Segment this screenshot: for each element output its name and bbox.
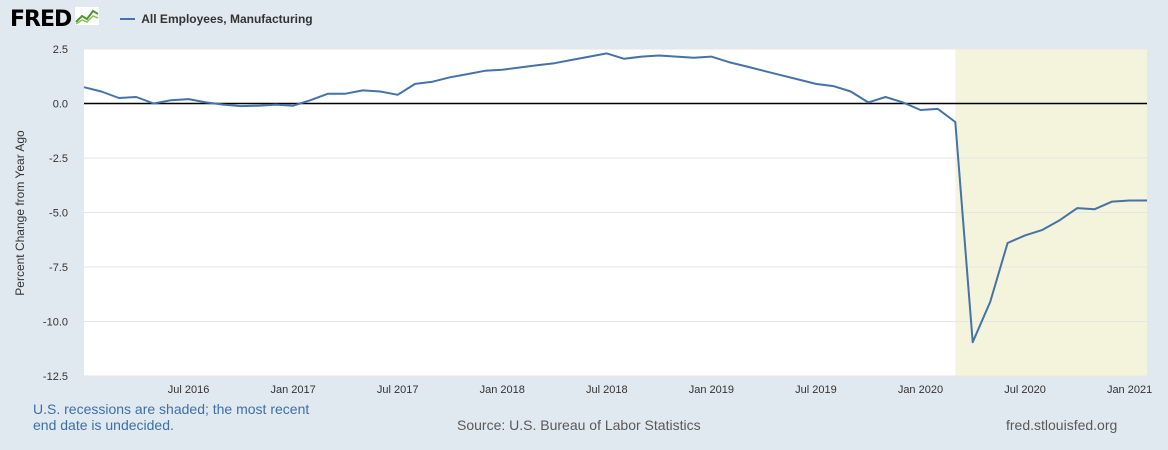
x-tick-label: Jul 2016 xyxy=(168,384,210,396)
series-line xyxy=(83,52,1147,344)
x-tick-label: Jan 2017 xyxy=(270,384,315,396)
y-tick-label: -2.5 xyxy=(49,153,68,165)
legend-line-swatch xyxy=(120,18,136,20)
y-tick-label: 0.0 xyxy=(53,99,68,111)
y-tick-labels: 2.5 0.0 -2.5 -5.0 -7.5 -10.0 -12.5 xyxy=(43,44,68,383)
x-tick-label: Jul 2018 xyxy=(586,384,628,396)
legend: All Employees, Manufacturing xyxy=(120,12,313,26)
x-tick-label: Jan 2021 xyxy=(1107,384,1152,396)
source-url[interactable]: fred.stlouisfed.org xyxy=(1006,417,1118,433)
source-text: Source: U.S. Bureau of Labor Statistics xyxy=(457,417,701,433)
y-tick-label: -5.0 xyxy=(49,208,68,220)
x-tick-label: Jan 2020 xyxy=(898,384,943,396)
x-tick-labels: Jul 2016 Jan 2017 Jul 2017 Jan 2018 Jul 2018… xyxy=(168,384,1152,396)
y-tick-label: -7.5 xyxy=(49,262,68,274)
chart-header: FRED All Employees, Manufacturing xyxy=(10,5,313,32)
series-layer xyxy=(83,52,1147,344)
x-tick-label: Jan 2018 xyxy=(480,384,525,396)
y-tick-label: -12.5 xyxy=(43,371,68,383)
line-chart: 2.5 0.0 -2.5 -5.0 -7.5 -10.0 -12.5 Jul 2016 Jan… xyxy=(13,44,1152,396)
x-tick-label: Jan 2019 xyxy=(689,384,734,396)
x-tick-label: Jul 2017 xyxy=(377,384,419,396)
x-tick-label: Jul 2020 xyxy=(1004,384,1046,396)
y-axis-label: Percent Change from Year Ago xyxy=(13,130,27,296)
recession-note: U.S. recessions are shaded; the most rec… xyxy=(33,401,310,433)
legend-label: All Employees, Manufacturing xyxy=(141,12,313,26)
y-tick-label: -10.0 xyxy=(43,317,68,329)
x-tick-label: Jul 2019 xyxy=(795,384,837,396)
logo-text: FRED xyxy=(10,6,72,32)
y-tick-label: 2.5 xyxy=(53,44,68,56)
